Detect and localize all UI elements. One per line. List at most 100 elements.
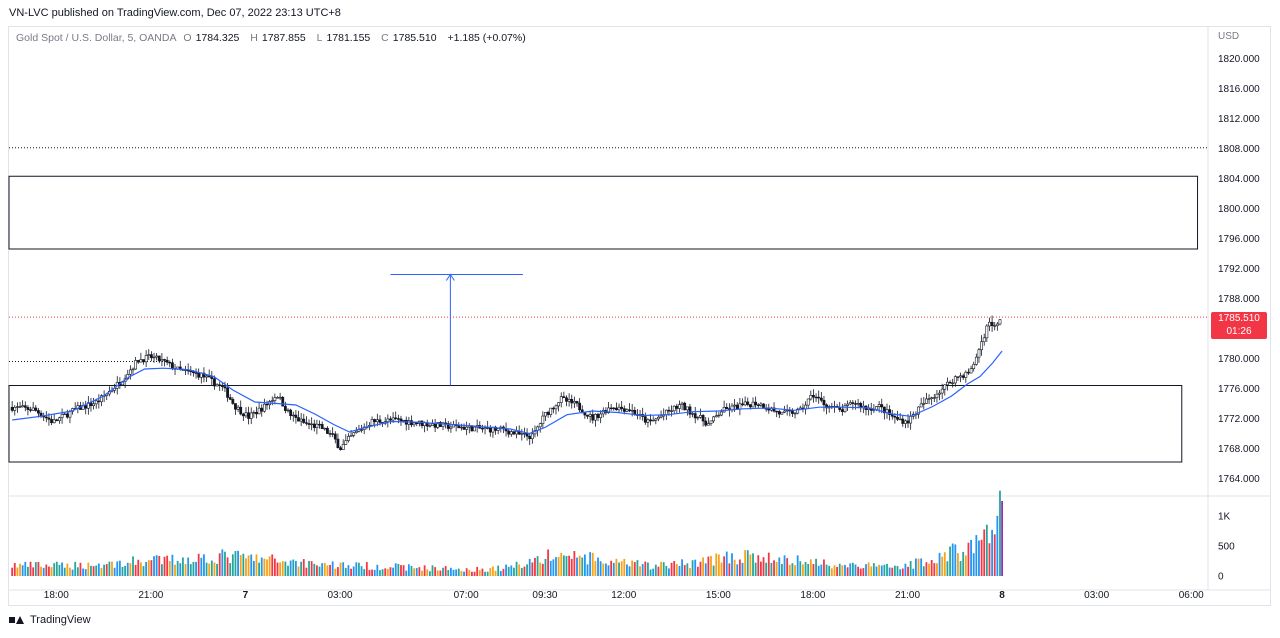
volume-bar	[888, 567, 891, 576]
candle-body	[226, 387, 229, 398]
volume-bar	[586, 564, 589, 576]
volume-bar	[379, 570, 381, 576]
price-tick-label: 1808.000	[1218, 144, 1260, 155]
volume-bar	[936, 563, 938, 576]
volume-bar	[171, 554, 174, 576]
volume-bar	[668, 568, 670, 576]
candle-body	[609, 407, 613, 410]
candle-body	[339, 447, 342, 450]
volume-bar	[825, 564, 828, 576]
volume-bar	[266, 559, 268, 576]
tradingview-logo-icon	[9, 615, 25, 625]
candle-body	[270, 400, 274, 402]
volume-bar	[431, 565, 434, 576]
candle-body	[890, 414, 894, 417]
symbol-name[interactable]: Gold Spot / U.S. Dollar, 5, OANDA	[16, 32, 177, 44]
volume-bar	[736, 564, 739, 576]
tradingview-footer[interactable]: TradingView	[9, 614, 91, 626]
candle-body	[767, 408, 771, 411]
volume-bar	[76, 567, 79, 576]
candle-body	[906, 420, 910, 424]
volume-bar	[849, 563, 852, 576]
volume-bar	[712, 565, 715, 576]
volume-bar	[321, 563, 324, 576]
volume-bar	[195, 561, 197, 576]
candle-body	[318, 423, 321, 426]
candle-body	[389, 418, 392, 421]
volume-bar	[547, 549, 549, 576]
volume-bar	[174, 564, 176, 576]
candle-body	[901, 418, 905, 424]
candle-body	[481, 427, 484, 430]
volume-bar	[746, 550, 749, 576]
candle-body	[628, 409, 631, 412]
high-value: 1787.855	[261, 32, 306, 44]
volume-bar	[16, 567, 19, 576]
candle-body	[938, 392, 941, 395]
volume-bar	[13, 563, 16, 576]
volume-bar	[983, 529, 986, 576]
volume-bar	[242, 553, 245, 576]
volume-bar	[421, 570, 423, 576]
volume-bar	[355, 562, 358, 576]
time-tick-label: 7	[243, 590, 249, 601]
volume-bar	[436, 570, 439, 576]
volume-bar	[360, 566, 363, 576]
candle-body	[559, 396, 563, 403]
candle-body	[323, 427, 327, 430]
open-value: 1784.325	[195, 32, 240, 44]
volume-bar	[168, 560, 171, 576]
volume-bar	[234, 551, 237, 576]
last-price-badge: 1785.510 01:26	[1211, 312, 1267, 339]
volume-bar	[720, 562, 723, 576]
volume-bar	[589, 552, 592, 576]
moving-average-line	[12, 350, 1003, 435]
volume-bar	[208, 563, 211, 576]
volume-bar	[770, 562, 773, 576]
candle-body	[134, 360, 138, 370]
volume-bar	[710, 556, 712, 576]
candle-body	[310, 423, 314, 426]
volume-bar	[828, 565, 831, 576]
volume-bar	[683, 565, 686, 576]
volume-bar	[494, 570, 497, 576]
volume-bar	[216, 563, 218, 576]
volume-bar	[124, 565, 127, 576]
volume-bar	[205, 562, 208, 576]
volume-bar	[344, 567, 347, 576]
candle-body	[89, 402, 93, 407]
volume-bar	[557, 556, 560, 576]
volume-bar	[305, 567, 308, 576]
volume-bar	[61, 562, 63, 576]
volume-bar	[11, 567, 14, 576]
volume-bar	[534, 557, 536, 576]
candle-body	[848, 402, 852, 405]
candle-body	[223, 386, 227, 389]
volume-bar	[812, 564, 815, 576]
candle-body	[615, 407, 618, 411]
volume-bar	[833, 565, 836, 576]
volume-bar	[258, 562, 261, 576]
candle-body	[331, 433, 335, 435]
candle-body	[927, 398, 931, 400]
volume-bar	[670, 562, 673, 576]
volume-bar	[865, 564, 867, 576]
volume-bar	[636, 560, 639, 576]
candle-body	[412, 422, 416, 426]
candle-body	[932, 397, 936, 399]
candle-body	[672, 405, 676, 412]
time-tick-label: 15:00	[706, 590, 731, 601]
volume-bar	[851, 562, 854, 576]
candle-body	[982, 337, 986, 343]
volume-bar	[105, 564, 108, 576]
candle-body	[591, 414, 595, 421]
volume-bar	[100, 567, 103, 576]
volume-bar	[647, 562, 649, 576]
candle-body	[234, 403, 237, 410]
time-tick-label: 21:00	[895, 590, 920, 601]
volume-bar	[660, 561, 662, 576]
candle-body	[880, 404, 884, 408]
candle-body	[399, 418, 403, 421]
volume-bar	[342, 562, 345, 576]
